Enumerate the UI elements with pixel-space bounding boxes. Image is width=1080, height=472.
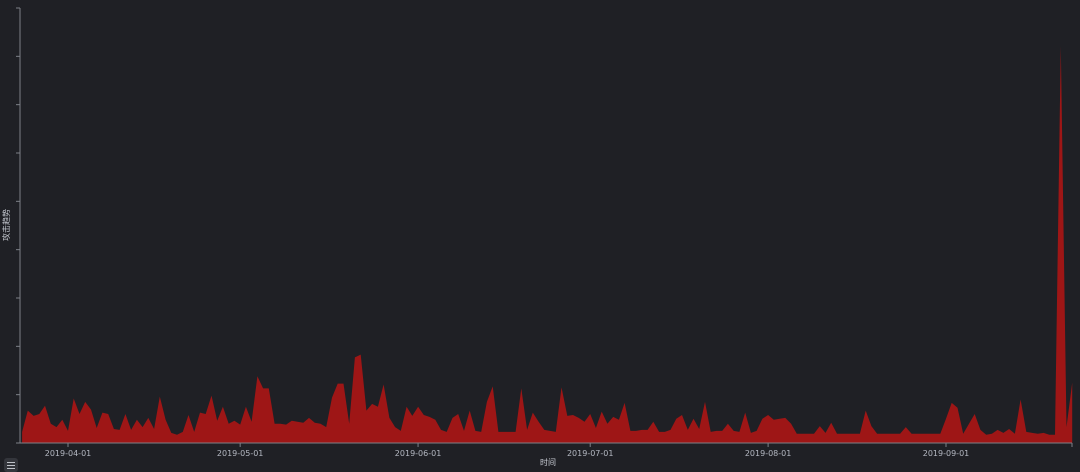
y-axis-title: 攻击趋势 — [1, 209, 11, 241]
ticks: 2019-04-01 2019-05-01 2019-06-01 2019-07-01… — [16, 7, 1073, 458]
x-tick-label: 2019-09-01 — [923, 449, 970, 458]
x-tick-label: 2019-04-01 — [45, 449, 92, 458]
x-tick-label: 2019-08-01 — [745, 449, 792, 458]
legend-toggle-button[interactable] — [4, 458, 18, 472]
x-tick-label: 2019-06-01 — [395, 449, 442, 458]
area-layer — [22, 46, 1073, 443]
x-tick-label: 2019-07-01 — [567, 449, 614, 458]
x-axis-title: 时间 — [540, 457, 556, 467]
x-tick-label: 2019-05-01 — [217, 449, 264, 458]
attack-trend-area — [22, 46, 1073, 443]
axes — [19, 8, 1072, 444]
